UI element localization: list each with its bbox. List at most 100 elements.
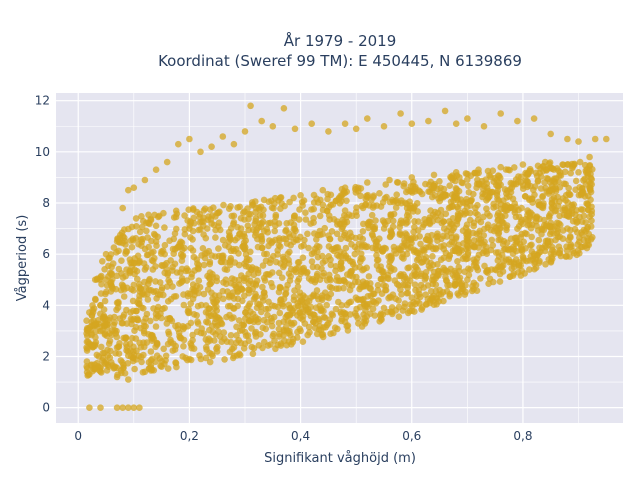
scatter-point xyxy=(335,298,342,306)
scatter-point xyxy=(130,315,138,323)
scatter-point xyxy=(354,246,361,253)
scatter-point xyxy=(190,253,198,261)
scatter-point xyxy=(125,404,132,412)
scatter-point xyxy=(461,268,468,276)
scatter-point xyxy=(202,343,210,351)
scatter-point xyxy=(186,135,193,143)
scatter-point xyxy=(228,212,236,220)
scatter-point xyxy=(326,271,333,279)
scatter-point xyxy=(186,290,194,298)
scatter-point xyxy=(382,286,389,294)
scatter-point xyxy=(150,230,158,238)
scatter-point xyxy=(536,201,544,208)
scatter-point xyxy=(255,224,262,231)
scatter-point xyxy=(252,198,259,205)
scatter-point xyxy=(100,306,108,313)
scatter-point xyxy=(271,194,279,202)
scatter-point xyxy=(121,234,128,242)
scatter-point xyxy=(296,309,304,316)
scatter-point xyxy=(129,237,137,244)
scatter-point xyxy=(113,272,121,280)
scatter-point xyxy=(284,327,291,334)
scatter-point xyxy=(364,179,371,186)
scatter-point xyxy=(373,202,381,209)
scatter-point xyxy=(142,323,149,330)
scatter-point xyxy=(359,296,366,304)
scatter-point xyxy=(546,179,554,186)
scatter-point xyxy=(357,250,365,257)
scatter-point xyxy=(548,228,555,236)
scatter-point xyxy=(469,242,476,249)
scatter-point xyxy=(236,327,244,335)
scatter-point xyxy=(83,317,90,325)
scatter-point xyxy=(514,225,521,232)
scatter-point xyxy=(473,184,480,191)
scatter-point xyxy=(241,216,248,223)
scatter-point xyxy=(496,278,504,285)
scatter-point xyxy=(575,138,582,145)
scatter-point xyxy=(221,242,229,249)
scatter-point xyxy=(515,206,522,214)
scatter-point xyxy=(386,176,393,184)
scatter-point xyxy=(280,105,288,112)
scatter-point xyxy=(486,275,494,283)
scatter-point xyxy=(409,189,416,196)
scatter-point xyxy=(360,220,367,228)
scatter-point xyxy=(316,212,324,220)
scatter-point xyxy=(420,221,428,228)
scatter-point xyxy=(258,244,266,252)
scatter-point xyxy=(106,314,114,322)
scatter-point xyxy=(489,167,497,174)
scatter-point xyxy=(197,148,204,156)
scatter-point xyxy=(455,263,463,271)
scatter-point xyxy=(364,293,372,300)
scatter-point xyxy=(447,198,455,206)
scatter-point xyxy=(374,286,382,294)
scatter-point xyxy=(509,250,517,257)
scatter-point xyxy=(501,203,509,210)
scatter-point xyxy=(472,204,479,212)
scatter-point xyxy=(410,228,417,236)
scatter-point xyxy=(306,329,313,336)
scatter-point xyxy=(321,224,329,232)
scatter-point xyxy=(385,253,392,260)
scatter-point xyxy=(524,170,532,177)
scatter-point xyxy=(369,232,377,239)
scatter-point xyxy=(142,315,149,322)
scatter-point xyxy=(557,172,565,179)
scatter-point xyxy=(331,245,339,252)
scatter-point xyxy=(214,209,221,217)
scatter-point xyxy=(304,230,311,238)
scatter-point xyxy=(425,117,432,125)
scatter-point xyxy=(440,254,448,262)
scatter-point xyxy=(153,352,161,360)
scatter-point xyxy=(513,238,521,246)
scatter-point xyxy=(372,217,379,224)
scatter-point xyxy=(285,301,293,309)
scatter-point xyxy=(235,317,243,324)
scatter-point xyxy=(543,221,550,228)
scatter-point xyxy=(167,257,174,264)
scatter-point xyxy=(226,292,233,299)
scatter-point xyxy=(230,295,238,302)
scatter-point xyxy=(188,273,195,281)
scatter-point xyxy=(227,332,235,339)
scatter-point xyxy=(103,282,111,289)
scatter-point xyxy=(206,326,213,334)
scatter-point xyxy=(308,120,316,127)
scatter-point xyxy=(324,190,332,198)
scatter-point xyxy=(524,207,531,214)
scatter-point xyxy=(492,249,500,256)
scatter-point xyxy=(456,248,463,255)
scatter-point xyxy=(265,198,273,205)
scatter-point xyxy=(172,322,179,330)
scatter-point xyxy=(320,324,327,331)
scatter-point xyxy=(393,280,401,288)
scatter-point xyxy=(99,327,106,334)
scatter-point xyxy=(281,202,288,210)
scatter-point xyxy=(381,244,388,252)
scatter-point xyxy=(417,240,424,248)
scatter-point xyxy=(518,173,525,181)
scatter-point xyxy=(270,330,277,338)
scatter-point xyxy=(128,243,136,251)
